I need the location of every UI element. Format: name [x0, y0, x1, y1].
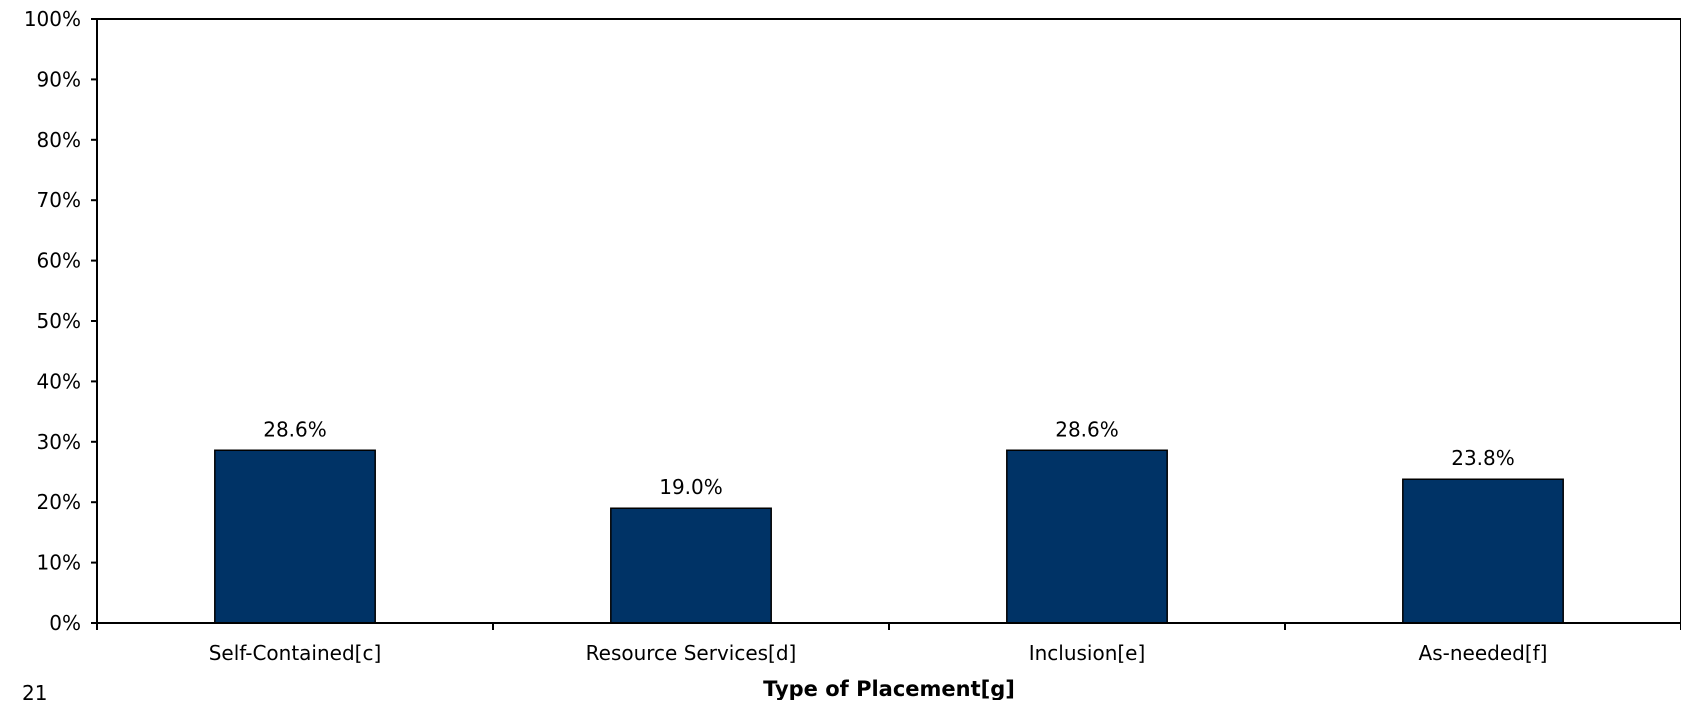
data-label: 28.6% — [263, 417, 327, 441]
category-label: Self-Contained[c] — [209, 641, 382, 665]
category-label: Resource Services[d] — [586, 641, 797, 665]
data-label: 23.8% — [1451, 446, 1515, 470]
category-label: As-needed[f] — [1419, 641, 1548, 665]
y-tick-label: 70% — [37, 188, 81, 212]
y-tick-label: 80% — [37, 128, 81, 152]
y-tick-label: 90% — [37, 67, 81, 91]
data-label: 28.6% — [1055, 417, 1119, 441]
y-tick-label: 50% — [37, 309, 81, 333]
data-label: 19.0% — [659, 475, 723, 499]
category-label: Inclusion[e] — [1029, 641, 1146, 665]
y-tick-label: 10% — [37, 551, 81, 575]
y-tick-label: 40% — [37, 369, 81, 393]
x-axis-ticks — [96, 623, 1681, 630]
y-tick-label: 100% — [24, 7, 81, 31]
bars — [214, 449, 1564, 624]
y-tick-label: 60% — [37, 249, 81, 273]
category-labels: Self-Contained[c] Resource Services[d] Inc… — [209, 641, 1548, 665]
plot-area-frame — [96, 18, 1681, 624]
y-tick-label: 20% — [37, 490, 81, 514]
y-axis-ticks: 0% 10% 20% 30% 40% 50% 60% 70% 80% 90% 100% — [24, 7, 97, 635]
bar — [610, 507, 772, 624]
data-labels: 28.6% 19.0% 28.6% 23.8% — [263, 417, 1515, 499]
y-tick-label: 0% — [49, 611, 81, 635]
y-tick-label: 30% — [37, 430, 81, 454]
bar — [214, 449, 376, 624]
x-axis-title: Type of Placement[g] — [763, 677, 1015, 700]
bar — [1402, 478, 1564, 624]
page-number: 21 — [22, 681, 48, 705]
bar — [1006, 449, 1168, 624]
